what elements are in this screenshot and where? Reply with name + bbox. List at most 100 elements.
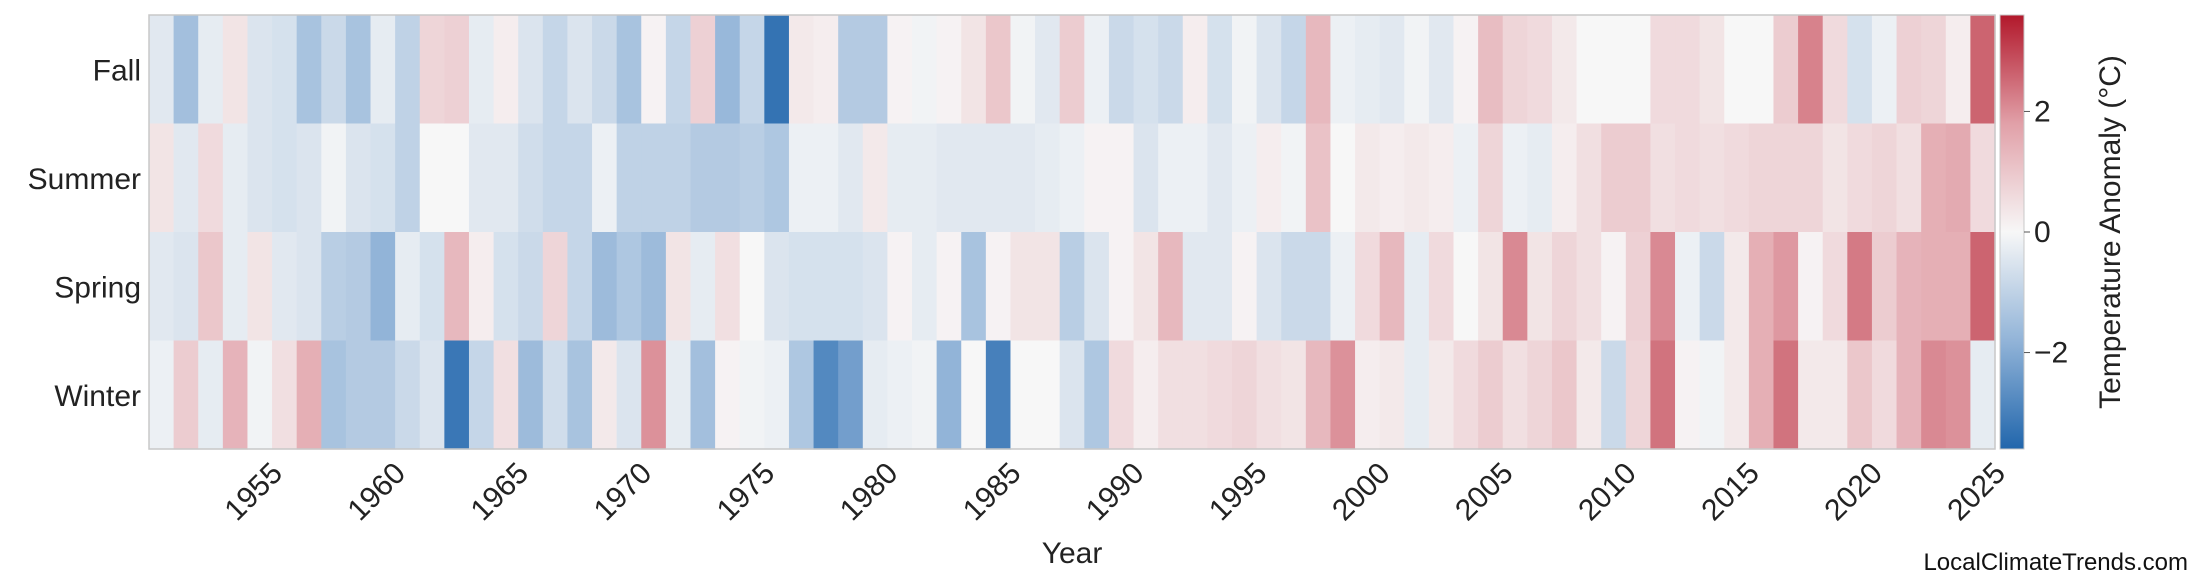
heatmap-cell-winter-1978	[813, 340, 839, 450]
x-tick-1980: 1980	[834, 457, 905, 528]
heatmap-cell-fall-1952	[173, 15, 199, 125]
heatmap-cell-summer-1972	[665, 123, 692, 233]
colorbar-tick-2: 2	[2034, 95, 2051, 128]
heatmap-cell-spring-2008	[1551, 232, 1578, 342]
heatmap-cell-winter-2024	[1945, 340, 1971, 450]
heatmap-cell-winter-2011	[1625, 340, 1652, 450]
heatmap-cell-winter-1971	[641, 340, 667, 450]
x-tick-1990: 1990	[1080, 457, 1151, 528]
heatmap-cell-winter-1972	[665, 340, 692, 450]
heatmap-cell-summer-1996	[1256, 123, 1282, 233]
heatmap-cell-spring-2005	[1478, 232, 1504, 342]
heatmap-cell-summer-1961	[395, 123, 421, 233]
heatmap-cell-summer-1981	[887, 123, 913, 233]
heatmap-cell-summer-1953	[198, 123, 224, 233]
heatmap-cell-spring-1990	[1108, 232, 1135, 342]
heatmap-cell-fall-2007	[1527, 15, 1553, 125]
heatmap-cell-winter-2021	[1871, 340, 1898, 450]
heatmap-cell-spring-1968	[567, 232, 593, 342]
heatmap-cell-spring-1999	[1330, 232, 1356, 342]
heatmap-cell-winter-2008	[1551, 340, 1578, 450]
x-tick-labels: 1955 1960 1965 1970 1975 1980 1985 1990 1995 2000…	[219, 457, 2012, 528]
heatmap-cell-winter-1960	[370, 340, 396, 450]
heatmap-cell-summer-2018	[1798, 123, 1824, 233]
x-tick-1965: 1965	[465, 457, 536, 528]
heatmap-cell-winter-1968	[567, 340, 593, 450]
heatmap-cell-winter-1999	[1330, 340, 1356, 450]
heatmap-cell-winter-1990	[1108, 340, 1135, 450]
heatmap-cell-winter-2002	[1404, 340, 1430, 450]
heatmap-cell-spring-1974	[715, 232, 741, 342]
heatmap-cell-spring-1987	[1035, 232, 1061, 342]
x-tick-2020: 2020	[1818, 457, 1889, 528]
heatmap-cell-summer-1955	[247, 123, 273, 233]
heatmap-cell-fall-2010	[1601, 15, 1627, 125]
heatmap-cell-winter-1988	[1059, 340, 1085, 450]
heatmap-cell-summer-1997	[1281, 123, 1307, 233]
heatmap-cell-winter-1986	[1010, 340, 1036, 450]
colorbar-tick-0: 0	[2034, 216, 2051, 249]
heatmap-cell-summer-1992	[1158, 123, 1184, 233]
heatmap-cell-spring-2020	[1847, 232, 1873, 342]
heatmap-cell-fall-1992	[1158, 15, 1184, 125]
heatmap-cell-spring-1981	[887, 232, 913, 342]
heatmap-cell-summer-2007	[1527, 123, 1553, 233]
heatmap-cell-spring-1960	[370, 232, 396, 342]
heatmap-cell-summer-1959	[345, 123, 372, 233]
heatmap-cell-winter-1952	[173, 340, 199, 450]
heatmap-cell-fall-1991	[1133, 15, 1159, 125]
heatmap-cell-spring-1973	[690, 232, 716, 342]
heatmap-cell-fall-1995	[1231, 15, 1258, 125]
heatmap-cell-spring-1956	[272, 232, 298, 342]
heatmap-cell-spring-2024	[1945, 232, 1971, 342]
heatmap-cell-summer-2014	[1699, 123, 1725, 233]
heatmap-cell-spring-1971	[641, 232, 667, 342]
x-axis-label: Year	[1042, 537, 1103, 570]
heatmap-cell-fall-1990	[1108, 15, 1135, 125]
heatmap-cell-summer-1952	[173, 123, 199, 233]
heatmap-cell-winter-2004	[1453, 340, 1479, 450]
heatmap-cell-summer-2021	[1871, 123, 1898, 233]
heatmap-cell-fall-2016	[1748, 15, 1775, 125]
heatmap-cell-fall-2012	[1650, 15, 1676, 125]
heatmap-cell-winter-2001	[1379, 340, 1405, 450]
heatmap-cell-spring-1986	[1010, 232, 1036, 342]
row-labels: Fall Summer Spring Winter	[28, 54, 141, 413]
heatmap-cell-fall-2002	[1404, 15, 1430, 125]
heatmap-cell-summer-1956	[272, 123, 298, 233]
heatmap-cell-fall-1961	[395, 15, 421, 125]
colorbar-label: Temperature Anomaly (°C)	[2094, 55, 2127, 409]
heatmap-cell-summer-1968	[567, 123, 593, 233]
heatmap-cell-winter-1987	[1035, 340, 1061, 450]
heatmap-cell-winter-1970	[616, 340, 642, 450]
x-tick-2010: 2010	[1572, 457, 1643, 528]
heatmap-cell-summer-1967	[542, 123, 569, 233]
heatmap-cell-fall-2009	[1576, 15, 1602, 125]
heatmap-cell-winter-1998	[1305, 340, 1332, 450]
heatmap-cell-winter-1964	[468, 340, 495, 450]
heatmap-cell-fall-2025	[1970, 15, 1996, 125]
heatmap-cell-winter-1959	[345, 340, 372, 450]
heatmap-cell-spring-1980	[862, 232, 888, 342]
heatmap-cell-spring-2013	[1675, 232, 1701, 342]
heatmap-cell-fall-1986	[1010, 15, 1036, 125]
heatmap-cell-fall-1967	[542, 15, 569, 125]
heatmap-cell-spring-1983	[936, 232, 962, 342]
heatmap-cell-fall-2023	[1921, 15, 1947, 125]
heatmap-cell-fall-2008	[1551, 15, 1578, 125]
heatmap-cell-summer-1982	[912, 123, 938, 233]
heatmap-cell-summer-1987	[1035, 123, 1061, 233]
heatmap-cell-summer-1979	[838, 123, 864, 233]
heatmap-cell-fall-2019	[1822, 15, 1848, 125]
heatmap-cell-spring-2016	[1748, 232, 1775, 342]
heatmap-cell-spring-1992	[1158, 232, 1184, 342]
x-tick-2025: 2025	[1941, 457, 2012, 528]
heatmap-cell-spring-2011	[1625, 232, 1652, 342]
heatmap-cell-fall-1955	[247, 15, 273, 125]
heatmap-cell-winter-1994	[1207, 340, 1233, 450]
heatmap-cell-fall-2004	[1453, 15, 1479, 125]
heatmap-cell-summer-1990	[1108, 123, 1135, 233]
heatmap-cell-winter-2006	[1502, 340, 1528, 450]
heatmap-cell-fall-1957	[296, 15, 322, 125]
heatmap-cell-summer-1998	[1305, 123, 1332, 233]
